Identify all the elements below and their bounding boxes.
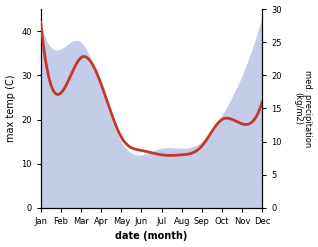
Y-axis label: med. precipitation
(kg/m2): med. precipitation (kg/m2) [293,70,313,147]
Y-axis label: max temp (C): max temp (C) [5,75,16,142]
X-axis label: date (month): date (month) [115,231,188,242]
